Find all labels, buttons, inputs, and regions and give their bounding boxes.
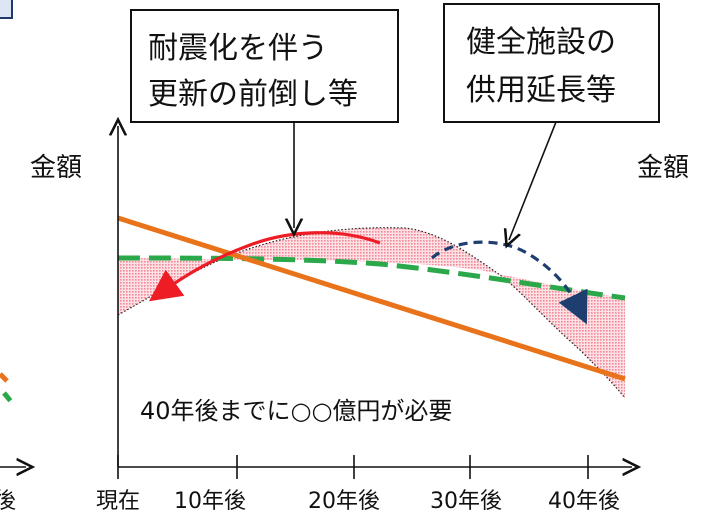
x-ticks [117,455,589,479]
callout-right-pointer [509,121,557,240]
tick-label-10y: 10年後 [174,489,246,514]
left-panel-fragment: 後 [0,0,26,514]
left-green-stub [2,391,16,407]
callout-left-line1: 耐震化を伴う [148,31,328,66]
orange-line [117,215,626,382]
tick-label-now: 現在 [96,489,140,514]
pink-shaded-region [118,227,625,398]
callout-left: 耐震化を伴う 更新の前倒し等 [130,9,399,228]
callout-right-line1: 健全施設の [466,25,616,60]
dotted-curve [117,227,626,399]
green-dashed-line [117,255,626,301]
left-tick-label: 後 [0,489,16,514]
left-orange-stub [0,372,9,383]
tick-label-30y: 30年後 [430,489,502,514]
callout-left-line2: 更新の前倒し等 [148,77,358,112]
requirement-annotation: 40年後までに○○億円が必要 [140,397,452,425]
left-frame-corner [0,0,13,19]
main-diagram: 現在 10年後 20年後 30年後 40年後 金額 40年後までに○○億円が必要 [30,126,632,514]
right-y-axis-label: 金額 [637,153,689,183]
y-axis-label: 金額 [30,153,82,183]
red-curved-arrow [148,231,381,302]
tick-label-20y: 20年後 [308,489,380,514]
callout-left-box [130,9,399,123]
callout-right: 健全施設の 供用延長等 [443,3,660,240]
right-panel-fragment: 金額 [637,153,689,183]
navy-dashed-arrow [430,240,588,325]
callout-right-box [443,3,660,123]
tick-label-40y: 40年後 [548,489,620,514]
callout-right-line2: 供用延長等 [466,73,616,108]
